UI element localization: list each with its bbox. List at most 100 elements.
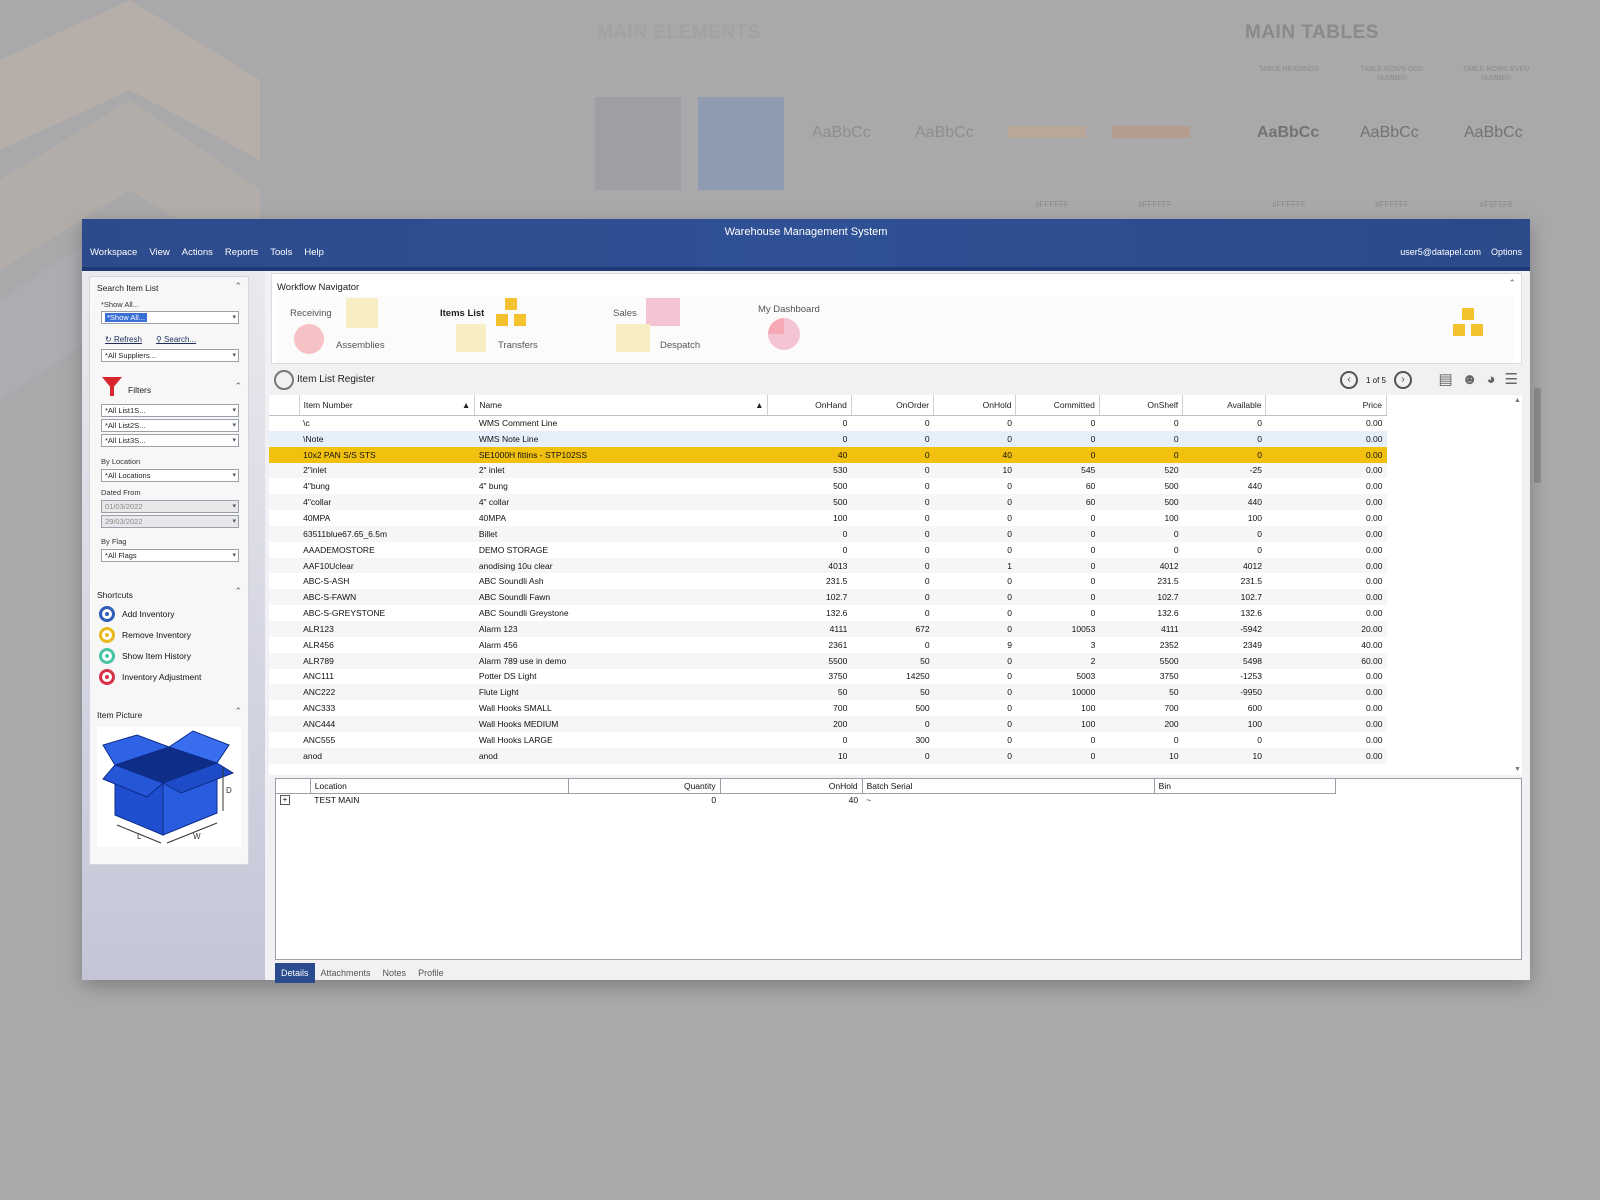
column-header-onshelf[interactable]: OnShelf <box>1099 395 1184 416</box>
row-selector-cell[interactable] <box>269 430 300 447</box>
options-menu[interactable]: Options <box>1490 247 1522 257</box>
transfers-icon[interactable] <box>456 324 486 352</box>
table-row[interactable]: 63511blue67.65_6.5m Billet 0 0 0 0 0 0 0.00 <box>269 525 1387 542</box>
table-row[interactable]: ANC333 Wall Hooks SMALL 700 500 0 100 700 600 0.… <box>269 700 1387 716</box>
table-row[interactable]: ANC222 Flute Light 50 50 0 10000 50 -9950 0.00 <box>269 684 1387 701</box>
row-selector-cell[interactable] <box>269 700 299 716</box>
columns-icon[interactable]: ▤ <box>1438 371 1453 388</box>
flag-select[interactable]: *All Flags ▾ <box>101 549 239 562</box>
date-from-field[interactable]: 01/03/2022 ▾ <box>101 500 239 513</box>
column-header-available[interactable]: Available <box>1182 395 1267 416</box>
detail-header-batch-serial[interactable]: Batch Serial <box>862 779 1155 794</box>
table-row[interactable]: ANC111 Potter DS Light 3750 14250 0 5003 3750 -… <box>269 669 1387 685</box>
tab-profile[interactable]: Profile <box>418 968 444 978</box>
menu-actions[interactable]: Actions <box>181 247 213 258</box>
collapse-shortcuts-icon[interactable]: ⌃ <box>234 586 242 596</box>
scroll-down-icon[interactable]: ▼ <box>1514 766 1521 773</box>
assemblies-gear-icon[interactable] <box>294 324 324 354</box>
receiving-icon[interactable] <box>346 298 378 328</box>
row-selector-cell[interactable] <box>269 542 299 558</box>
column-header-onhand[interactable]: OnHand <box>767 395 852 416</box>
column-header-name[interactable]: Name ▲ <box>474 395 769 416</box>
menu-tools[interactable]: Tools <box>270 247 293 258</box>
list2-select[interactable]: *All List2S... ▾ <box>101 419 239 432</box>
shortcut-inventory-adjustment[interactable]: Inventory Adjustment <box>99 669 201 685</box>
items-list-icon[interactable] <box>505 298 517 310</box>
column-header-onhold[interactable]: OnHold <box>933 395 1017 416</box>
expand-plus-icon[interactable]: + <box>280 794 290 805</box>
menu-help[interactable]: Help <box>304 247 324 258</box>
collapse-navigator-icon[interactable]: ⌃ <box>1508 278 1516 288</box>
table-row[interactable]: \c WMS Comment Line 0 0 0 0 0 0 0.00 <box>269 415 1387 431</box>
despatch-icon[interactable] <box>616 324 650 352</box>
row-selector-cell[interactable] <box>269 747 300 764</box>
row-selector-cell[interactable] <box>269 415 299 431</box>
row-selector-cell[interactable] <box>269 573 299 589</box>
detail-header-bin[interactable]: Bin <box>1154 779 1337 794</box>
table-row[interactable]: 10x2 PAN S/S STS SE1000H fittins - STP102… <box>269 446 1387 463</box>
table-row[interactable]: 4"collar 4" collar 500 0 0 60 500 440 0.00 <box>269 494 1387 511</box>
dashboard-pie-icon[interactable] <box>768 318 800 350</box>
location-select[interactable]: *All Locations ▾ <box>101 469 239 482</box>
date-to-field[interactable]: 29/03/2022 ▾ <box>101 515 239 528</box>
detail-header-onhold[interactable]: OnHold <box>720 779 863 794</box>
row-selector-cell[interactable] <box>269 446 300 463</box>
row-selector-cell[interactable] <box>269 510 299 526</box>
row-selector-cell[interactable] <box>269 716 300 732</box>
column-header-onorder[interactable]: OnOrder <box>851 395 935 416</box>
row-selector-cell[interactable] <box>269 589 300 606</box>
table-row[interactable]: ABC-S-ASH ABC Soundli Ash 231.5 0 0 0 231.5 231… <box>269 573 1387 589</box>
table-row[interactable]: 40MPA 40MPA 100 0 0 0 100 100 0.00 <box>269 510 1387 526</box>
row-selector-cell[interactable] <box>269 669 299 685</box>
suppliers-select[interactable]: *All Suppliers... ▾ <box>101 349 239 362</box>
next-page-button[interactable]: › <box>1394 371 1412 389</box>
row-selector-cell[interactable] <box>269 557 300 574</box>
pie-chart-icon[interactable]: ◕ <box>1486 371 1496 388</box>
table-row[interactable]: \Note WMS Note Line 0 0 0 0 0 0 0.00 <box>269 430 1387 447</box>
row-selector-cell[interactable] <box>269 637 299 653</box>
row-selector-cell[interactable] <box>269 494 300 511</box>
show-all-select[interactable]: *Show All... ▾ <box>101 311 239 324</box>
menu-reports[interactable]: Reports <box>224 247 259 258</box>
table-row[interactable]: 2"inlet 2" inlet 530 0 10 545 520 -25 0.00 <box>269 462 1387 479</box>
row-selector-cell[interactable] <box>269 652 300 669</box>
list1-select[interactable]: *All List1S... ▾ <box>101 404 239 417</box>
detail-header-location[interactable]: Location <box>310 779 569 794</box>
list3-select[interactable]: *All List3S... ▾ <box>101 434 239 447</box>
column-header-price[interactable]: Price <box>1265 395 1387 416</box>
column-header-item-number[interactable]: Item Number ▲ <box>299 395 476 416</box>
menu-workspace[interactable]: Workspace <box>90 247 138 258</box>
row-selector-cell[interactable] <box>269 684 300 701</box>
collapse-picture-icon[interactable]: ⌃ <box>234 706 242 716</box>
workflow-despatch[interactable]: Despatch <box>660 340 701 351</box>
row-selector-cell[interactable] <box>269 605 299 621</box>
user-account[interactable]: user5@datapel.com <box>1400 247 1481 257</box>
row-selector-cell[interactable] <box>269 478 299 494</box>
sales-icon[interactable] <box>646 298 680 326</box>
tab-attachments[interactable]: Attachments <box>320 968 371 978</box>
detail-row[interactable]: + TEST MAIN 0 40 ~ <box>276 793 1336 806</box>
column-header-committed[interactable]: Committed <box>1015 395 1100 416</box>
table-row[interactable]: 4"bung 4" bung 500 0 0 60 500 440 0.00 <box>269 478 1387 494</box>
shortcut-show-item-history[interactable]: Show Item History <box>99 648 191 664</box>
workflow-items-list[interactable]: Items List <box>440 308 485 319</box>
tab-details[interactable]: Details <box>275 963 315 983</box>
table-row[interactable]: ABC-S-FAWN ABC Soundli Fawn 102.7 0 0 0 102.7 1… <box>269 589 1387 606</box>
collapse-filters-icon[interactable]: ⌃ <box>234 381 242 391</box>
user-search-icon[interactable]: ☻ <box>1461 371 1478 388</box>
table-row[interactable]: anod anod 10 0 0 0 10 10 0.00 <box>269 747 1387 764</box>
scroll-up-icon[interactable]: ▲ <box>1514 397 1521 404</box>
refresh-link[interactable]: ↻ Refresh <box>105 335 142 344</box>
tab-notes[interactable]: Notes <box>382 968 407 978</box>
workflow-assemblies[interactable]: Assemblies <box>336 340 385 351</box>
table-row[interactable]: ALR123 Alarm 123 4111 672 0 10053 4111 -5942 20.… <box>269 620 1387 637</box>
workflow-receiving[interactable]: Receiving <box>290 308 332 319</box>
previous-page-button[interactable]: ‹ <box>1339 371 1358 389</box>
workflow-my-dashboard[interactable]: My Dashboard <box>758 304 820 315</box>
table-row[interactable]: ANC555 Wall Hooks LARGE 0 300 0 0 0 0 0.00 <box>269 732 1387 748</box>
grid-scrollbar[interactable]: ▲ ▼ <box>1514 395 1522 775</box>
menu-icon[interactable]: ☰ <box>1504 371 1518 388</box>
row-selector-cell[interactable] <box>269 525 300 542</box>
row-selector-cell[interactable] <box>269 462 300 479</box>
table-row[interactable]: AAF10Uclear anodising 10u clear 4013 0 1 0 401… <box>269 557 1387 574</box>
